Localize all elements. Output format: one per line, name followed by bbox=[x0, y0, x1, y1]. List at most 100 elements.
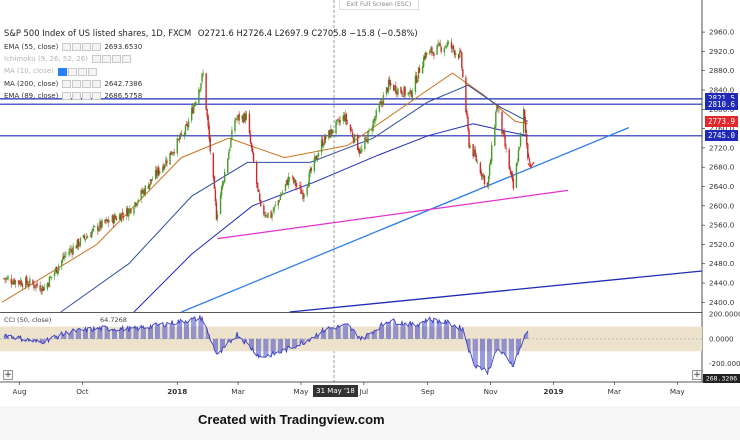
candle-body bbox=[300, 186, 302, 195]
legend-control-icon[interactable] bbox=[92, 43, 102, 52]
candle-body bbox=[162, 166, 164, 173]
legend-control-icon[interactable] bbox=[72, 91, 82, 100]
chart-canvas[interactable]: 200.0000 0.0000 -200.0000 CCI (50, close) 64… bbox=[0, 0, 740, 406]
candle-body bbox=[136, 203, 138, 206]
legend-row[interactable]: MA (10, close) bbox=[4, 65, 142, 77]
candle-body bbox=[336, 119, 338, 122]
price-tick-label: 2960.0 bbox=[709, 28, 735, 37]
candle-body bbox=[252, 153, 255, 163]
candle-body bbox=[205, 73, 207, 110]
candle-body bbox=[421, 65, 424, 74]
candle-body bbox=[433, 53, 435, 56]
legend-control-icon[interactable] bbox=[77, 67, 87, 76]
candle-body bbox=[309, 168, 311, 174]
symbol-title: S&P 500 Index of US listed shares, 1D, F… bbox=[4, 28, 418, 38]
legend-control-icon[interactable] bbox=[82, 43, 92, 52]
legend-control-icon[interactable] bbox=[67, 67, 77, 76]
legend-control-icon[interactable] bbox=[62, 43, 72, 52]
legend-control-icon[interactable] bbox=[72, 43, 82, 52]
legend-row[interactable]: Ichimoku (9, 26, 52, 26) bbox=[4, 53, 142, 65]
candle-body bbox=[179, 133, 182, 139]
candle-body bbox=[40, 291, 42, 293]
candle-body bbox=[337, 119, 339, 120]
candle-body bbox=[207, 115, 209, 127]
cci-current-tag-bg bbox=[703, 374, 740, 383]
candle-body bbox=[34, 286, 36, 288]
candle-body bbox=[54, 267, 57, 272]
candle-body bbox=[403, 86, 405, 97]
candle-body bbox=[404, 87, 406, 96]
candle-body bbox=[504, 136, 506, 147]
candle-body bbox=[114, 215, 117, 219]
candle-body bbox=[97, 225, 99, 231]
legend-control-icon[interactable] bbox=[87, 67, 97, 76]
candle-body bbox=[260, 200, 262, 206]
candle-body bbox=[89, 235, 92, 237]
candle-body bbox=[408, 92, 410, 94]
candle-body bbox=[163, 165, 165, 170]
candle-body bbox=[338, 120, 340, 123]
candle-body bbox=[330, 128, 332, 138]
candle-body bbox=[501, 111, 503, 134]
legend-row[interactable]: MA (200, close) 2642.7386 bbox=[4, 78, 142, 90]
legend-control-icon[interactable] bbox=[92, 91, 102, 100]
legend-control-icon[interactable] bbox=[62, 79, 72, 88]
candle-body bbox=[128, 209, 130, 217]
legend-control-icon[interactable] bbox=[62, 91, 72, 100]
candle-body bbox=[381, 102, 384, 105]
candle-body bbox=[285, 179, 288, 184]
legend-control-icon[interactable] bbox=[91, 55, 101, 64]
candle-body bbox=[476, 161, 478, 163]
add-indicator-button[interactable]: + bbox=[3, 370, 13, 380]
candle-body bbox=[106, 219, 108, 221]
candle-body bbox=[49, 276, 52, 278]
candle-body bbox=[393, 85, 395, 91]
candle-body bbox=[386, 87, 389, 92]
candle-body bbox=[69, 248, 71, 253]
candle-body bbox=[119, 214, 122, 221]
legend-control-icon[interactable] bbox=[82, 79, 92, 88]
candle-body bbox=[308, 172, 310, 187]
legend-control-icon[interactable] bbox=[72, 79, 82, 88]
candle-body bbox=[192, 107, 194, 114]
legend-control-icon[interactable] bbox=[101, 55, 111, 64]
candle-body bbox=[299, 185, 301, 187]
navy-trendline bbox=[289, 270, 703, 313]
candle-body bbox=[345, 114, 348, 123]
legend-control-icon[interactable] bbox=[92, 79, 102, 88]
legend-control-icon[interactable] bbox=[111, 55, 121, 64]
candle-body bbox=[342, 115, 344, 122]
add-pane-button[interactable]: + bbox=[692, 370, 702, 380]
footer-bar: Created with Tradingview.com bbox=[0, 406, 740, 440]
candle-body bbox=[475, 155, 477, 162]
candle-body bbox=[480, 172, 483, 177]
candle-body bbox=[4, 278, 6, 280]
candle-body bbox=[229, 148, 231, 151]
legend-control-icon[interactable] bbox=[82, 91, 92, 100]
candle-body bbox=[186, 124, 189, 127]
candle-body bbox=[202, 73, 204, 76]
candle-body bbox=[407, 92, 409, 95]
candle-body bbox=[508, 149, 510, 169]
legend-row[interactable]: EMA (55, close) 2693.6530 bbox=[4, 41, 142, 53]
legend-row[interactable]: EMA (89, close) 2686.5758 bbox=[4, 90, 142, 102]
candle-body bbox=[65, 253, 67, 255]
candle-body bbox=[350, 129, 353, 132]
legend-control-icon[interactable] bbox=[57, 67, 67, 76]
legend-name: MA (10, close) bbox=[4, 67, 54, 76]
candle-body bbox=[236, 118, 238, 120]
candle-body bbox=[343, 115, 345, 121]
candle-body bbox=[522, 108, 525, 134]
candle-body bbox=[50, 276, 53, 278]
candle-body bbox=[323, 135, 326, 145]
candle-body bbox=[107, 219, 109, 223]
exit-fullscreen-button[interactable]: Exit Full Screen (ESC) bbox=[339, 0, 419, 10]
candle-body bbox=[502, 131, 504, 134]
candle-body bbox=[228, 152, 230, 160]
candle-body bbox=[63, 255, 65, 258]
legend-control-icon[interactable] bbox=[121, 55, 131, 64]
candle-body bbox=[451, 45, 454, 49]
candle-body bbox=[165, 159, 167, 166]
candle-body bbox=[307, 184, 309, 188]
time-tick-label: Nov bbox=[484, 387, 499, 396]
